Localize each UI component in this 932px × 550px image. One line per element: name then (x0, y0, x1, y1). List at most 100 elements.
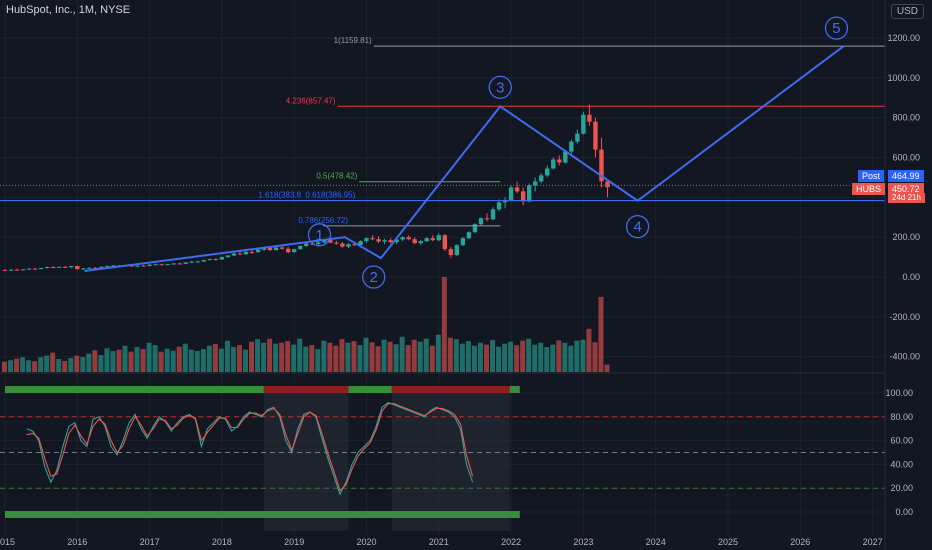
price-tick-label: -400.00 (889, 352, 920, 362)
volume-bar (321, 340, 327, 372)
volume-bar (303, 346, 309, 372)
volume-bar (562, 342, 568, 372)
candle-body (484, 218, 490, 220)
volume-bar (586, 328, 592, 372)
volume-bar (526, 338, 532, 372)
wave-label-circle (362, 265, 386, 289)
volume-bar (158, 351, 164, 372)
time-tick-label: 2025 (718, 537, 738, 547)
candle-body (20, 269, 26, 271)
price-tick-label: 600.00 (892, 153, 920, 163)
candle-body (159, 264, 164, 266)
candle-body (340, 243, 345, 247)
volume-bar (327, 342, 333, 372)
volume-bar (291, 344, 297, 372)
post-value-tag: 464.99 (888, 170, 924, 182)
osc-tick-label: 20.00 (890, 483, 913, 493)
candle-body (532, 181, 538, 186)
time-tick-label: 2019 (284, 537, 304, 547)
candle-body (285, 248, 291, 253)
volume-bar (116, 349, 122, 372)
volume-bar (592, 342, 598, 372)
elliott-wave[interactable]: 1 2 3 4 5 (84, 16, 849, 289)
candle-body (328, 239, 333, 243)
candle-body (57, 266, 62, 268)
candle-body (490, 209, 496, 220)
candle-body (99, 266, 104, 269)
symbol-title[interactable]: HubSpot, Inc., 1M, NYSE (6, 4, 131, 16)
candle-body (322, 239, 327, 243)
candle-body (364, 238, 369, 242)
volume-bar (544, 347, 550, 372)
price-tick-label: 800.00 (892, 113, 920, 123)
volume-bar (568, 345, 574, 372)
volume-bar (496, 346, 502, 372)
candles (2, 104, 610, 272)
candle-body (587, 114, 592, 122)
volume-bar (104, 348, 110, 372)
volume-bar (122, 345, 128, 372)
candle-body (430, 238, 435, 241)
volume-bar (399, 336, 405, 372)
candle-body (448, 249, 454, 256)
volume-bar (14, 358, 20, 372)
volume-bar (405, 345, 411, 372)
candle-body (219, 257, 225, 260)
candle-body (418, 241, 423, 244)
candle-body (496, 202, 502, 210)
candle-body (310, 243, 315, 245)
volume-bar (447, 337, 453, 372)
candle-body (539, 175, 544, 182)
osc-fast-line (26, 401, 474, 496)
wave-label: 5 (832, 20, 840, 37)
time-tick-label: 2017 (140, 537, 160, 547)
volume-bar (200, 349, 206, 372)
volume-bar (423, 338, 429, 372)
candle-body (442, 235, 448, 250)
candle-body (605, 181, 610, 188)
candle-body (171, 263, 176, 265)
volume-bar (520, 340, 526, 372)
volume-bar (98, 355, 104, 372)
price-tick-label: 0.00 (902, 272, 920, 282)
candle-body (213, 259, 219, 261)
candle-body (478, 218, 484, 225)
volume-bar (212, 344, 218, 372)
candle-body (231, 253, 237, 256)
candle-body (502, 200, 508, 203)
candle-body (581, 114, 586, 134)
volume-bar (574, 340, 580, 372)
currency-button[interactable]: USD (890, 4, 924, 19)
volume-bar (170, 350, 176, 372)
candle-body (69, 266, 74, 268)
volume-bar (176, 346, 182, 372)
wave-label-circle (625, 214, 650, 239)
volume-bar (68, 358, 74, 372)
wave-label: 2 (370, 269, 378, 286)
volume-bar (604, 364, 610, 372)
volume-bar (387, 341, 393, 372)
wave-path[interactable] (84, 45, 845, 273)
volume-bar (152, 345, 158, 372)
volume-bar (417, 341, 423, 372)
candle-body (50, 267, 56, 269)
candle-body (545, 168, 550, 176)
volume-bar (514, 345, 520, 372)
fib-label-1: 1(1159.81) (334, 36, 372, 45)
time-tick-label: 2018 (212, 537, 232, 547)
volume-bar (351, 341, 357, 372)
candle-body (201, 260, 207, 262)
candle-body (81, 268, 86, 270)
volume-bar (110, 351, 116, 372)
candle-body (93, 267, 98, 269)
candle-body (279, 247, 285, 249)
osc-top-band (5, 386, 264, 393)
osc-slow-line (26, 403, 474, 492)
volume-bar (279, 342, 285, 372)
last-value-tag: 450.72 (888, 183, 924, 195)
candle-body (460, 238, 466, 246)
volume-bar (363, 337, 369, 372)
volume-bar (242, 349, 248, 372)
volume-bar (556, 340, 562, 372)
